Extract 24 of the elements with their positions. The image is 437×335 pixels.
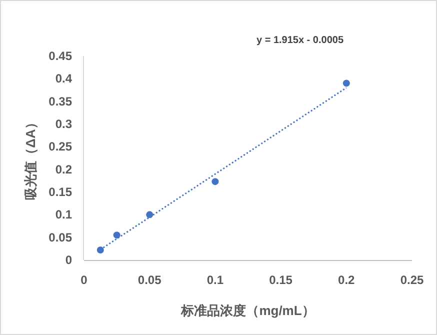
y-tick-label: 0.45 <box>48 49 72 63</box>
y-tick-label: 0.05 <box>48 230 72 244</box>
y-tick-label: 0.2 <box>55 162 72 176</box>
y-tick-label: 0.4 <box>55 72 72 86</box>
text: y = 1.915x - 0.0005 <box>256 35 344 46</box>
x-tick-label: 0.1 <box>206 273 224 287</box>
x-tick-label: 0 <box>80 273 88 287</box>
point <box>113 232 120 239</box>
y-axis-title: 吸光值（ΔA） <box>23 116 38 200</box>
y-tick-label: 0 <box>65 253 72 267</box>
y-tick-label: 0.3 <box>55 117 72 131</box>
x-tick-label: 0.25 <box>400 273 424 287</box>
y-tick-label: 0.1 <box>55 208 72 222</box>
x-tick-label: 0.05 <box>138 273 162 287</box>
point <box>212 178 219 186</box>
point <box>96 246 104 254</box>
point <box>342 80 350 87</box>
y-tick-label: 0.15 <box>48 185 72 199</box>
y-tick-label: 0.35 <box>48 94 72 108</box>
y-tick-label: 0.25 <box>48 140 72 154</box>
point <box>146 211 154 218</box>
x-tick-label: 0.15 <box>269 273 293 287</box>
x-tick-label: 0.2 <box>338 273 356 287</box>
x-axis-title: 标准品浓度（mg/mL） <box>180 303 315 318</box>
